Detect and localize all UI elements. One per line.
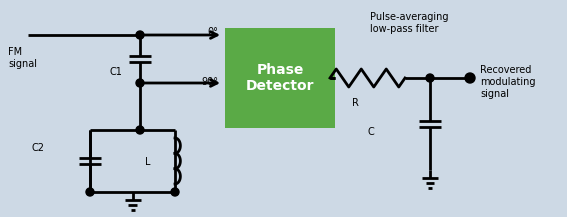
Text: C: C <box>368 127 375 137</box>
Text: Phase
Detector: Phase Detector <box>246 63 314 93</box>
Text: FM
signal: FM signal <box>8 47 37 69</box>
Text: Pulse-averaging
low-pass filter: Pulse-averaging low-pass filter <box>370 12 448 34</box>
Circle shape <box>171 188 179 196</box>
Text: C2: C2 <box>32 143 45 153</box>
Circle shape <box>136 126 144 134</box>
Text: R: R <box>352 98 358 108</box>
Text: 0°: 0° <box>207 27 218 37</box>
Text: 90°: 90° <box>201 77 218 87</box>
Circle shape <box>136 31 144 39</box>
FancyBboxPatch shape <box>225 28 335 128</box>
Text: L: L <box>145 157 150 167</box>
Circle shape <box>86 188 94 196</box>
Text: C1: C1 <box>110 67 123 77</box>
Circle shape <box>426 74 434 82</box>
Circle shape <box>465 73 475 83</box>
Text: Recovered
modulating
signal: Recovered modulating signal <box>480 65 535 99</box>
Circle shape <box>136 79 144 87</box>
